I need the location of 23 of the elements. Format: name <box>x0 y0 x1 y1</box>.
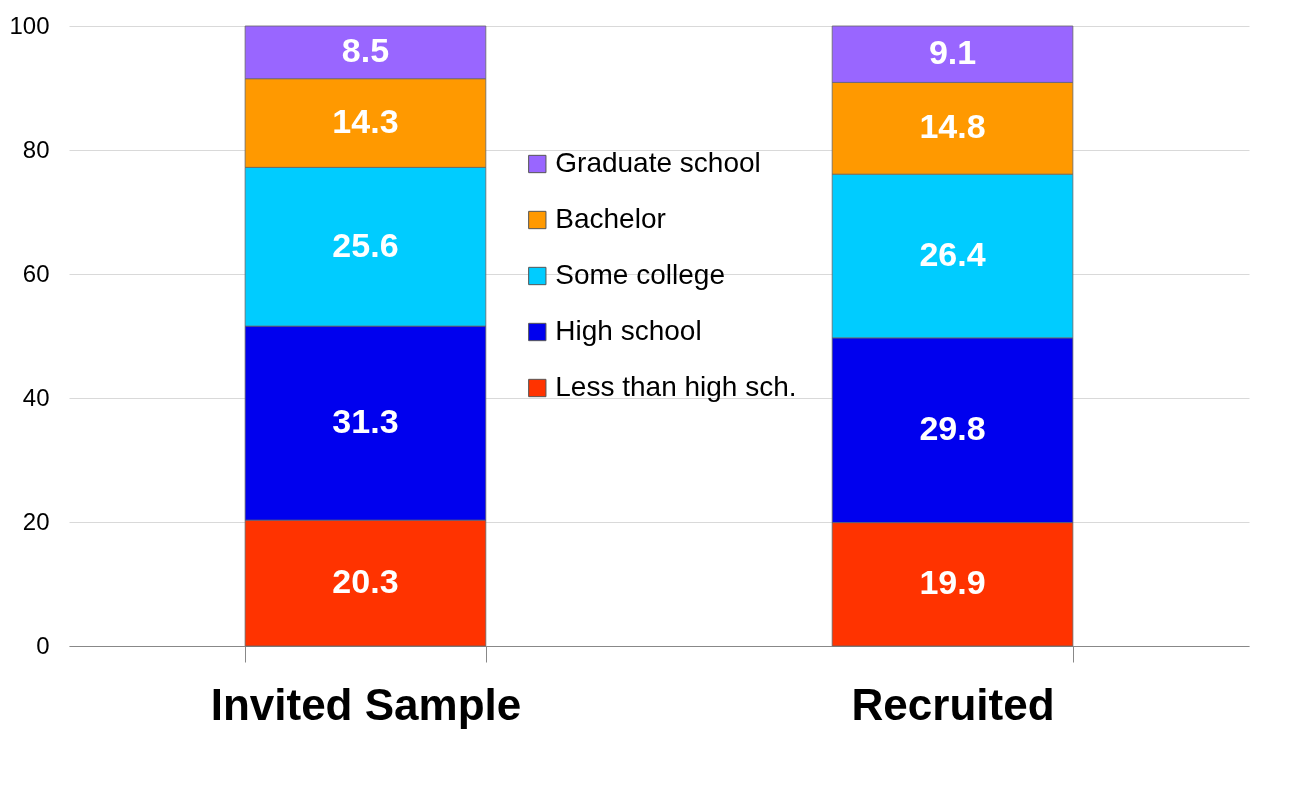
legend-label: Bachelor <box>555 203 666 234</box>
legend-label: Some college <box>555 259 725 290</box>
data-label: 20.3 <box>332 562 399 601</box>
data-label: 26.4 <box>919 235 986 274</box>
data-label: 14.3 <box>332 102 399 141</box>
y-tick-label: 40 <box>22 383 50 411</box>
y-tick-label: 0 <box>36 631 50 659</box>
data-label: 29.8 <box>919 409 986 448</box>
legend-label: Less than high sch. <box>555 371 797 402</box>
y-tick-label: 20 <box>22 507 50 535</box>
y-tick-label: 80 <box>22 135 50 163</box>
y-tick-label: 100 <box>9 11 50 39</box>
data-label: 14.8 <box>919 107 986 146</box>
legend-label: Graduate school <box>555 147 761 178</box>
data-label: 31.3 <box>332 402 399 441</box>
data-label: 25.6 <box>332 225 399 264</box>
x-tick-label: Invited Sample <box>210 679 522 729</box>
legend-label: High school <box>555 315 702 346</box>
data-label: 9.1 <box>928 33 977 72</box>
y-tick-label: 60 <box>22 259 50 287</box>
data-label: 8.5 <box>341 31 390 70</box>
data-label: 19.9 <box>919 563 986 602</box>
x-tick-label: Recruited <box>851 679 1055 729</box>
